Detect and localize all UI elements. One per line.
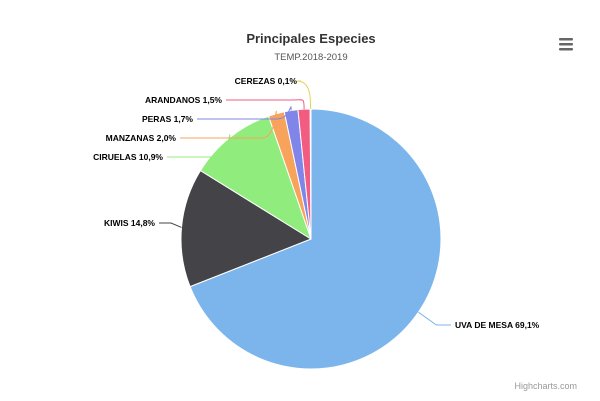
data-labels: UVA DE MESA 69,1% KIWIS 14,8% CIRUELAS 10,… xyxy=(93,76,540,330)
hamburger-menu-icon[interactable] xyxy=(556,34,576,52)
connector-manzanas xyxy=(180,110,277,139)
data-label-arandanos: ARANDANOS 1,5% xyxy=(145,95,222,105)
pie-slices xyxy=(180,108,442,370)
connector-cerezas xyxy=(296,80,312,110)
chart-title: Principales Especies xyxy=(246,31,375,46)
data-label-kiwis: KIWIS 14,8% xyxy=(104,218,155,228)
connector-peras xyxy=(197,106,292,120)
highcharts-credits[interactable]: Highcharts.com xyxy=(514,381,577,391)
chart-subtitle: TEMP.2018-2019 xyxy=(274,52,347,63)
pie-slice-kiwis[interactable] xyxy=(180,170,312,288)
data-label-manzanas: MANZANAS 2,0% xyxy=(106,133,177,143)
label-connectors xyxy=(159,80,451,326)
data-label-uva-de-mesa: UVA DE MESA 69,1% xyxy=(455,320,540,330)
data-label-peras: PERAS 1,7% xyxy=(142,114,193,124)
data-label-ciruelas: CIRUELAS 10,9% xyxy=(93,152,163,162)
connector-ciruelas xyxy=(167,134,231,158)
data-label-cerezas: CEREZAS 0,1% xyxy=(235,76,298,86)
connector-uva-de-mesa xyxy=(418,311,451,326)
connector-kiwis xyxy=(159,222,182,228)
connector-arandanos xyxy=(226,99,305,110)
